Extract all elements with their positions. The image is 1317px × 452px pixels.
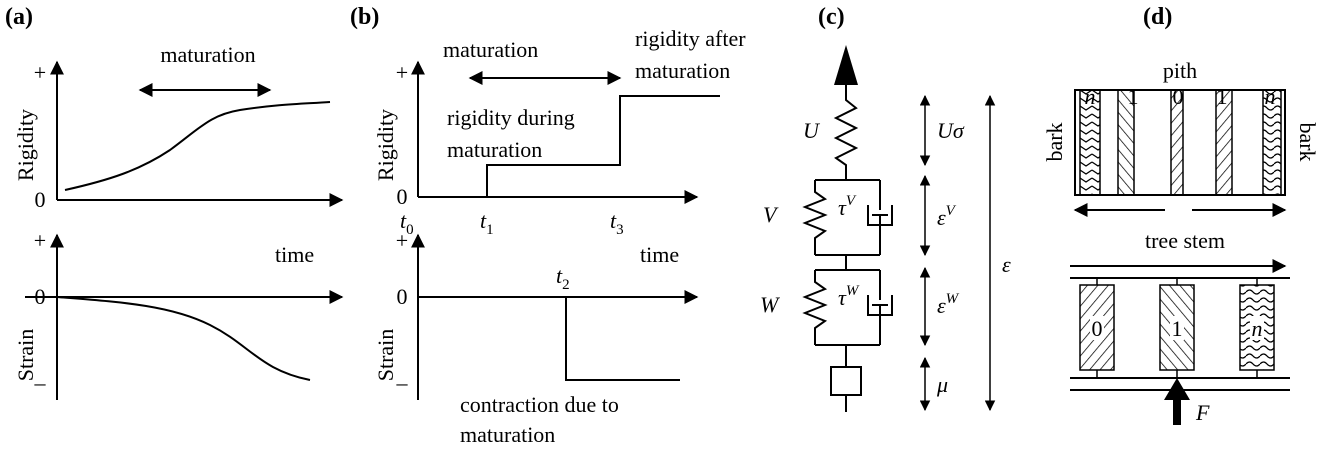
range-label: εV bbox=[937, 203, 957, 230]
tick-subscript: 2 bbox=[562, 277, 570, 293]
force-label: F bbox=[1195, 400, 1210, 425]
axis-label: time bbox=[640, 242, 679, 267]
tick-symbol: t bbox=[556, 263, 563, 288]
annotation: contraction due to bbox=[460, 392, 619, 417]
label-bg bbox=[1250, 316, 1264, 340]
arrow-label: maturation bbox=[443, 37, 538, 62]
tick: t3 bbox=[610, 208, 624, 238]
panel-label: (d) bbox=[1143, 4, 1172, 30]
ring bbox=[1170, 89, 1184, 196]
superscript: V bbox=[946, 203, 957, 219]
force-arrow bbox=[1164, 378, 1190, 425]
panel-label: (a) bbox=[5, 4, 33, 30]
symbol: ε bbox=[937, 205, 946, 230]
superscript: V bbox=[846, 193, 857, 209]
range-label: μ bbox=[936, 372, 948, 397]
annotation: rigidity during bbox=[447, 105, 575, 130]
axis-label: Strain bbox=[373, 329, 398, 382]
element-label: V bbox=[763, 202, 779, 227]
element-label: W bbox=[760, 292, 780, 317]
symbol: ε bbox=[937, 293, 946, 318]
tick: t0 bbox=[400, 208, 414, 238]
axis-label: time bbox=[275, 242, 314, 267]
axis-tick: 0 bbox=[35, 187, 46, 212]
axis-tick: – bbox=[396, 370, 409, 395]
panel-a: (a) maturation + 0 Rigidity time + 0 – S… bbox=[5, 4, 344, 400]
slider bbox=[830, 366, 862, 396]
annotation: pith bbox=[1163, 58, 1197, 83]
panel-d: (d) pith n 1 0 1 n bark bark tree stem bbox=[1042, 4, 1317, 425]
range-label: Uσ bbox=[937, 118, 965, 143]
ring bbox=[1262, 89, 1282, 196]
panel-c: (c) U V τV W τW Uσ εV εW μ ε bbox=[760, 4, 1011, 412]
symbol: τ bbox=[838, 195, 847, 220]
tick-symbol: t bbox=[610, 208, 617, 233]
panel-label: (b) bbox=[350, 4, 379, 30]
superscript: W bbox=[946, 291, 960, 307]
superscript: W bbox=[846, 283, 860, 299]
pull-arrow bbox=[834, 45, 858, 85]
axis-label: Rigidity bbox=[13, 109, 38, 181]
annotation: bark bbox=[1042, 122, 1067, 161]
axis-tick: 0 bbox=[35, 284, 46, 309]
tick: t2 bbox=[556, 263, 570, 293]
box-label: n bbox=[1252, 316, 1263, 341]
box-label: 1 bbox=[1172, 316, 1183, 341]
element-label: τV bbox=[838, 193, 857, 220]
symbol: τ bbox=[838, 285, 847, 310]
axis-label: Strain bbox=[13, 329, 38, 382]
kelvin-element bbox=[802, 179, 893, 270]
annotation: maturation bbox=[447, 137, 542, 162]
connectors bbox=[1096, 278, 1258, 378]
label-bg bbox=[1170, 316, 1184, 340]
panel-label: (c) bbox=[818, 4, 845, 30]
tick-subscript: 0 bbox=[406, 222, 414, 238]
step-line bbox=[440, 95, 720, 198]
axis-tick: 0 bbox=[397, 284, 408, 309]
axis-tick: + bbox=[34, 228, 46, 253]
axis-tick: – bbox=[34, 370, 47, 395]
step-line bbox=[418, 296, 680, 381]
ring bbox=[1215, 89, 1233, 196]
arrow-label: maturation bbox=[160, 42, 255, 67]
tick-subscript: 3 bbox=[616, 222, 624, 238]
panel-b: (b) maturation rigidity after maturation… bbox=[350, 4, 746, 447]
spring bbox=[833, 85, 859, 180]
axis-label: Rigidity bbox=[373, 109, 398, 181]
element-label: τW bbox=[838, 283, 860, 310]
axis-tick: + bbox=[34, 60, 46, 85]
box-label: 0 bbox=[1092, 316, 1103, 341]
element-label: U bbox=[803, 118, 821, 143]
axis-tick: 0 bbox=[397, 184, 408, 209]
range-label: ε bbox=[1002, 252, 1011, 277]
label-bg bbox=[1090, 316, 1104, 340]
annotation: bark bbox=[1295, 122, 1317, 161]
tick-symbol: t bbox=[400, 208, 407, 233]
annotation: tree stem bbox=[1145, 228, 1225, 253]
ring bbox=[1117, 89, 1135, 196]
annotation: maturation bbox=[635, 58, 730, 83]
tick-symbol: t bbox=[480, 208, 487, 233]
ring bbox=[1079, 89, 1101, 196]
annotation: rigidity after bbox=[635, 26, 746, 51]
kelvin-element bbox=[802, 269, 893, 367]
curve bbox=[64, 101, 331, 191]
sample-box bbox=[1159, 284, 1195, 371]
tick-subscript: 1 bbox=[486, 222, 494, 238]
range-label: εW bbox=[937, 291, 960, 318]
tick: t1 bbox=[480, 208, 494, 238]
curve bbox=[56, 296, 311, 381]
annotation: maturation bbox=[460, 422, 555, 447]
axis-tick: + bbox=[396, 228, 408, 253]
axis-tick: + bbox=[396, 60, 408, 85]
